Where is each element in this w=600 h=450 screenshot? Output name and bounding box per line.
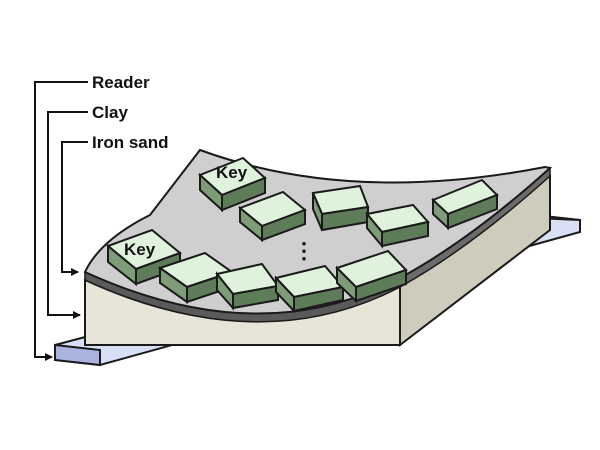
reader-label: Reader	[92, 73, 150, 92]
key	[431, 178, 499, 231]
reader-leader	[34, 81, 88, 361]
key	[335, 249, 408, 304]
key	[157, 251, 235, 304]
ellipsis-more-keys: ⋮	[293, 238, 315, 263]
clay-label: Clay	[92, 103, 128, 122]
key-array: Key Key	[106, 156, 499, 314]
iron-sand-label: Iron sand	[92, 133, 169, 152]
clay-leader	[47, 111, 88, 319]
key-labeled-back	[198, 156, 267, 213]
key	[311, 184, 370, 232]
key-label-front: Key	[124, 240, 156, 259]
key-label-back: Key	[216, 163, 248, 182]
iron-sand-leader	[61, 141, 88, 276]
key	[238, 190, 307, 243]
key	[365, 203, 430, 249]
key-labeled-front	[106, 228, 182, 287]
leader-lines	[34, 81, 88, 361]
key	[215, 262, 280, 311]
key	[274, 264, 345, 314]
